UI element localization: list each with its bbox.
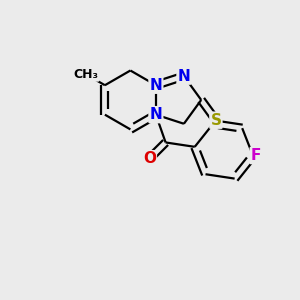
Text: S: S	[210, 113, 221, 128]
Text: N: N	[149, 78, 162, 93]
Text: F: F	[251, 148, 261, 163]
Text: N: N	[149, 107, 162, 122]
Text: N: N	[178, 69, 190, 84]
Text: O: O	[143, 151, 156, 166]
Text: CH₃: CH₃	[73, 68, 98, 81]
